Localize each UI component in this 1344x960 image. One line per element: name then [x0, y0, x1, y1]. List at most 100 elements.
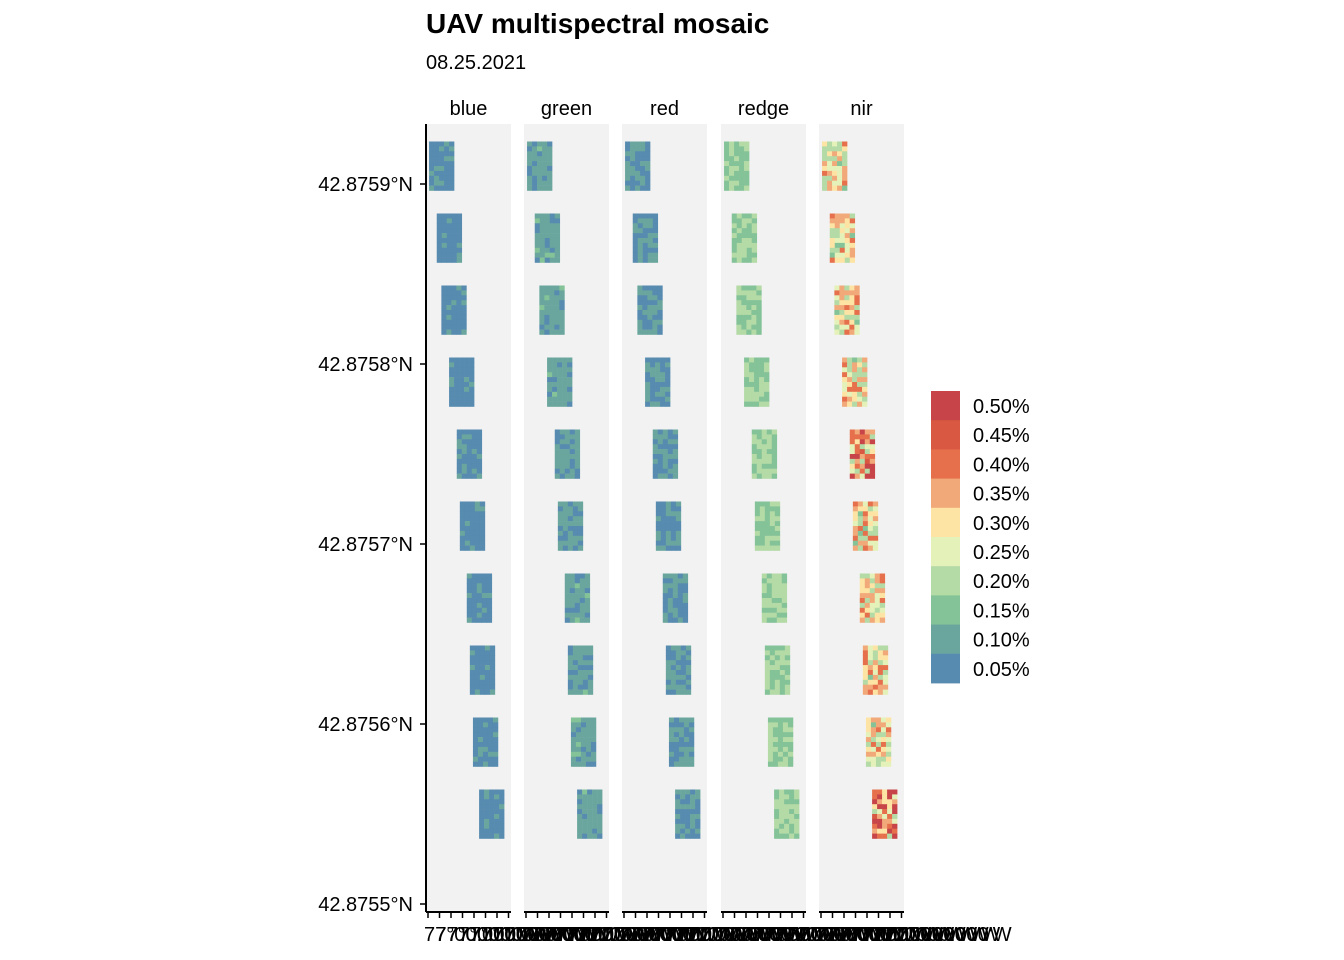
raster-cell — [441, 213, 448, 219]
raster-cell — [489, 818, 495, 825]
raster-cell — [673, 732, 680, 738]
raster-cell — [527, 141, 533, 147]
raster-cell — [549, 257, 556, 263]
raster-cell — [744, 372, 750, 378]
raster-cell — [554, 454, 561, 460]
raster-cell — [557, 382, 563, 388]
raster-cell — [647, 252, 654, 258]
raster-cell — [559, 429, 566, 435]
raster-cell — [479, 794, 485, 800]
raster-cell — [574, 612, 581, 618]
raster-cell — [645, 161, 651, 167]
raster-cell — [534, 233, 541, 239]
raster-cell — [575, 722, 582, 728]
raster-cell — [839, 305, 845, 311]
raster-cell — [731, 252, 738, 258]
raster-cell — [479, 530, 486, 537]
raster-cell — [479, 655, 486, 661]
raster-cell — [781, 602, 788, 609]
raster-cell — [434, 170, 440, 177]
raster-cell — [680, 799, 686, 805]
raster-cell — [557, 401, 563, 407]
raster-cell — [655, 521, 662, 527]
raster-cell — [777, 732, 784, 738]
raster-cell — [479, 501, 486, 507]
raster-cell — [489, 679, 496, 685]
raster-cell — [877, 684, 884, 690]
raster-cell — [877, 833, 883, 839]
raster-cell — [569, 473, 576, 479]
raster-cell — [482, 717, 489, 723]
raster-cell — [544, 290, 550, 296]
raster-cell — [746, 324, 752, 330]
raster-cell — [854, 439, 861, 445]
raster-cell — [449, 156, 455, 162]
raster-cell — [865, 727, 872, 733]
raster-cell — [459, 535, 466, 541]
raster-cell — [769, 684, 776, 690]
raster-cell — [489, 828, 495, 834]
raster-cell — [642, 290, 648, 296]
raster-cell — [474, 660, 481, 666]
raster-cell — [655, 357, 661, 363]
raster-cell — [746, 218, 753, 224]
raster-cell — [484, 674, 491, 681]
raster-cell — [647, 314, 653, 321]
raster-cell — [446, 238, 453, 244]
raster-cell — [577, 540, 584, 546]
raster-cell — [741, 238, 748, 244]
raster-cell — [637, 295, 643, 301]
raster-cell — [484, 655, 491, 661]
raster-cell — [451, 285, 457, 291]
raster-cell — [577, 799, 583, 805]
raster-cell — [859, 573, 866, 579]
raster-cell — [544, 300, 550, 306]
raster-cell — [439, 161, 445, 167]
raster-cell — [549, 228, 556, 234]
raster-cell — [779, 650, 786, 656]
raster-cell — [539, 257, 546, 263]
raster-cell — [454, 357, 460, 363]
raster-cell — [784, 645, 791, 651]
raster-cell — [677, 578, 684, 584]
raster-cell — [539, 295, 545, 301]
raster-cell — [429, 185, 435, 191]
raster-cell — [542, 146, 548, 152]
raster-cell — [741, 247, 748, 253]
raster-cell — [865, 751, 872, 757]
raster-cell — [854, 429, 861, 435]
raster-cell — [662, 429, 669, 435]
raster-cell — [580, 727, 587, 733]
raster-cell — [668, 751, 675, 757]
raster-cell — [665, 372, 671, 378]
raster-cell — [779, 799, 785, 805]
plot-tile — [652, 429, 679, 479]
raster-cell — [667, 607, 674, 613]
raster-cell — [761, 588, 768, 594]
raster-cell — [587, 674, 594, 681]
raster-cell — [494, 823, 500, 829]
raster-cell — [567, 660, 574, 666]
raster-cell — [776, 598, 783, 604]
raster-cell — [673, 761, 680, 767]
raster-cell — [567, 367, 573, 373]
raster-cell — [859, 449, 866, 455]
raster-cell — [787, 732, 794, 738]
raster-cell — [547, 185, 553, 191]
raster-cell — [579, 607, 586, 613]
raster-cell — [767, 756, 774, 762]
raster-cell — [587, 823, 593, 829]
raster-cell — [859, 588, 866, 594]
raster-cell — [771, 439, 778, 445]
raster-cell — [882, 794, 888, 800]
raster-cell — [862, 674, 869, 681]
raster-cell — [657, 463, 664, 469]
plot-tile — [539, 285, 565, 335]
raster-cell — [844, 285, 850, 291]
raster-cell — [754, 545, 761, 551]
raster-cell — [764, 396, 770, 402]
plot-tile — [665, 645, 692, 695]
raster-cell — [472, 746, 479, 753]
raster-cell — [756, 429, 763, 435]
raster-cell — [670, 535, 677, 541]
